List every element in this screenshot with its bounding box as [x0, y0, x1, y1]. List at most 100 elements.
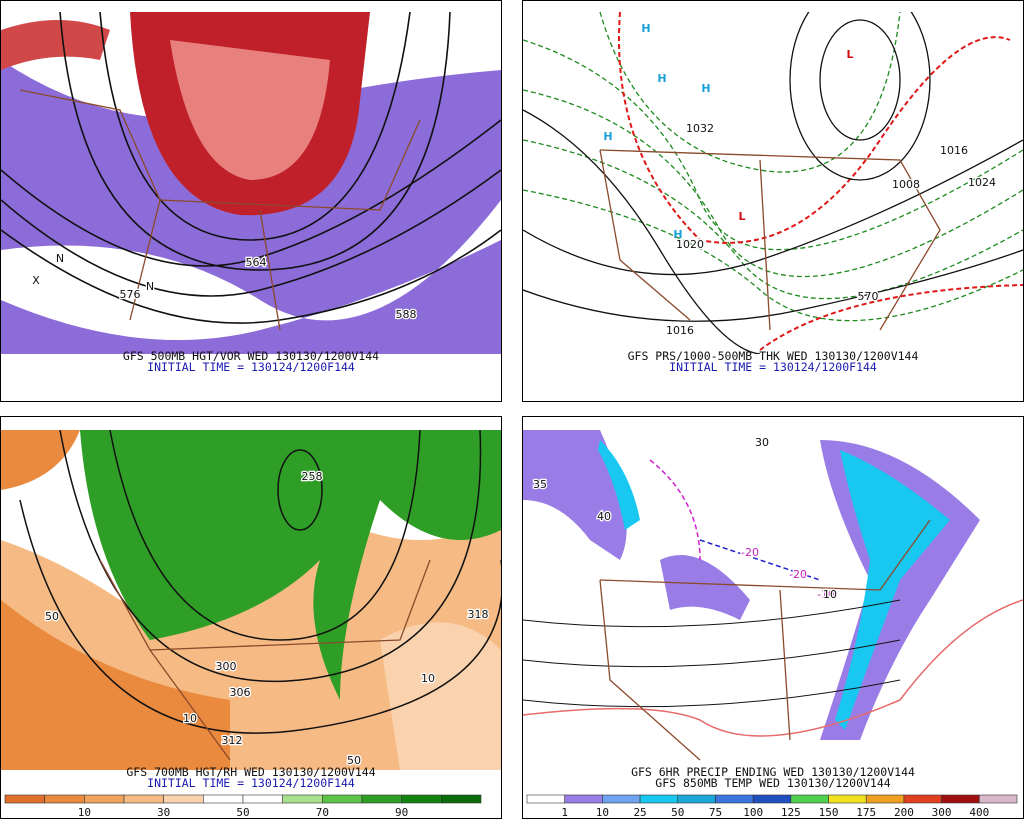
contour-label: 10	[421, 672, 435, 685]
colorbar-label: 125	[781, 806, 801, 819]
colorbar-swatch	[715, 794, 754, 804]
isotherm-cold	[699, 539, 821, 581]
contour-label: -20	[789, 568, 807, 581]
caption: GFS 700MB HGT/RH WED 130130/1200V144	[126, 765, 375, 779]
colorbar-label: 70	[316, 806, 329, 819]
contour-label: 50	[347, 754, 361, 767]
map-fill	[523, 430, 627, 560]
colorbar-label: 50	[671, 806, 684, 819]
colorbar-swatch	[941, 794, 980, 804]
map-vorticity	[1, 12, 501, 354]
colorbar-label: 400	[969, 806, 989, 819]
contour-label: -10	[817, 588, 835, 601]
colorbar-swatch	[526, 794, 565, 804]
contour-label: 300	[216, 660, 237, 673]
contour-label: X	[32, 274, 40, 287]
contour-label: L	[738, 210, 745, 223]
colorbar-swatch	[282, 794, 323, 804]
contour-label: N	[56, 252, 64, 265]
colorbar-swatch	[401, 794, 442, 804]
map-fill	[170, 40, 330, 180]
isotherm-warm	[523, 599, 1023, 737]
map-humidity	[1, 430, 501, 770]
colorbar-swatch	[203, 794, 244, 804]
map-fill	[1, 600, 230, 770]
colorbar-swatch	[677, 794, 716, 804]
contour-label: H	[701, 82, 710, 95]
colorbar-swatch	[790, 794, 829, 804]
contour-label: 306	[230, 686, 251, 699]
map-fill	[660, 555, 750, 620]
contour-label: 576	[120, 288, 141, 301]
contour-label: 318	[468, 608, 489, 621]
caption: GFS 850MB TEMP WED 130130/1200V144	[655, 776, 890, 790]
contour-label: H	[641, 22, 650, 35]
map-pressure	[523, 12, 1023, 354]
colorbar-swatch	[602, 794, 641, 804]
colorbar-label: 200	[894, 806, 914, 819]
map-fill	[835, 450, 950, 730]
colorbar-label: 10	[78, 806, 91, 819]
colorbar-swatch	[242, 794, 283, 804]
contour-label: 258	[302, 470, 323, 483]
contour-label: L	[846, 48, 853, 61]
caption: GFS PRS/1000-500MB THK WED 130130/1200V1…	[628, 349, 919, 363]
colorbar-swatch	[564, 794, 603, 804]
contours	[19, 430, 501, 734]
colorbar-swatch	[84, 794, 125, 804]
contour-label: 1024	[968, 176, 996, 189]
contour-label: 1016	[666, 324, 694, 337]
colorbar-label: 10	[596, 806, 609, 819]
contour-label: 1020	[676, 238, 704, 251]
colorbar-swatch	[903, 794, 942, 804]
contours	[1, 12, 501, 324]
boundaries	[599, 519, 931, 761]
caption: INITIAL TIME = 130124/1200F144	[147, 360, 355, 374]
contour-label: 1008	[892, 178, 920, 191]
contour-label: 1032	[686, 122, 714, 135]
colorbar-swatch	[828, 794, 867, 804]
colorbar-label: 30	[157, 806, 170, 819]
colorbar-swatch	[361, 794, 402, 804]
colorbar-label: 100	[743, 806, 763, 819]
caption: GFS 500MB HGT/VOR WED 130130/1200V144	[123, 349, 379, 363]
colorbar-label: 175	[856, 806, 876, 819]
map-fill	[380, 622, 501, 770]
contour-label: 564	[246, 256, 267, 269]
colorbar-label: 1	[561, 806, 568, 819]
contour-label: 35	[533, 478, 547, 491]
colorbar-label: 300	[932, 806, 952, 819]
caption: GFS 6HR PRECIP ENDING WED 130130/1200V14…	[631, 765, 915, 779]
caption: INITIAL TIME = 130124/1200F144	[147, 776, 355, 790]
colorbar-swatch	[865, 794, 905, 804]
colorbar-label: 90	[395, 806, 408, 819]
contour-label: 1016	[940, 144, 968, 157]
thickness-570	[618, 12, 1023, 351]
colorbar-swatch	[44, 794, 85, 804]
map-fill	[1, 430, 80, 490]
map-precip	[523, 430, 1023, 761]
contour-label: 570	[858, 290, 879, 303]
colorbar-swatch	[322, 794, 363, 804]
boundaries	[99, 559, 431, 761]
contour-label: 312	[222, 734, 243, 747]
colorbar-swatch	[4, 794, 45, 804]
contour-label: H	[673, 228, 682, 241]
isotherms	[523, 599, 901, 708]
map-fill	[1, 200, 501, 340]
colorbar-swatch	[752, 794, 792, 804]
contour-label: 10	[183, 712, 197, 725]
isobars	[523, 12, 1023, 354]
boundaries	[599, 149, 941, 331]
contour-label: -20	[741, 546, 759, 559]
colorbar-label: 150	[819, 806, 839, 819]
contour-label: 40	[597, 510, 611, 523]
isotherm-cold	[649, 459, 701, 561]
map-fill	[598, 440, 640, 530]
contour-label: N	[146, 280, 154, 293]
colorbar-swatch	[979, 794, 1018, 804]
contour-label: 30	[755, 436, 769, 449]
contour-label: 50	[45, 610, 59, 623]
colorbar-label: 75	[709, 806, 722, 819]
